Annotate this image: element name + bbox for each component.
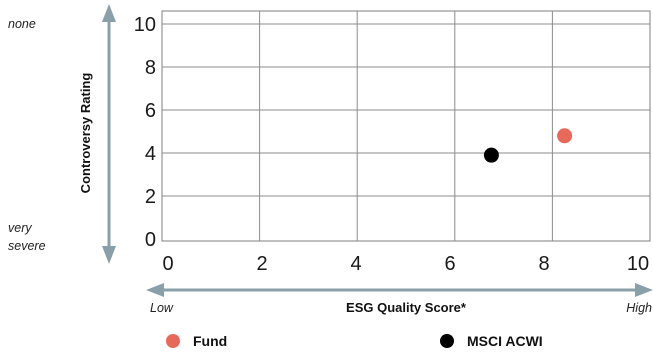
y-axis-bottom-label-line2: severe	[8, 239, 46, 253]
y-tick-label-2: 2	[145, 186, 156, 208]
x-tick-label-8: 8	[538, 253, 549, 275]
y-tick-label-6: 6	[145, 100, 156, 122]
x-tick-label-4: 4	[350, 253, 361, 275]
x-tick-label-6: 6	[444, 253, 455, 275]
x-axis-high-label: High	[626, 301, 652, 315]
legend-marker-msci-acwi	[440, 334, 454, 348]
y-axis-arrow	[102, 4, 116, 264]
y-tick-label-4: 4	[145, 143, 156, 165]
y-tick-label-8: 8	[145, 57, 156, 79]
y-axis-bottom-label-line1: very	[8, 221, 32, 235]
data-point-msci-acwi	[483, 147, 499, 163]
horizontal-gridlines	[162, 23, 650, 197]
legend-label-fund: Fund	[193, 333, 227, 349]
x-tick-label-0: 0	[162, 253, 173, 275]
x-axis-arrow	[146, 283, 653, 297]
y-tick-label-10: 10	[134, 14, 156, 36]
vertical-gridlines	[259, 11, 553, 241]
x-tick-label-10: 10	[627, 253, 649, 275]
legend-label-msci-acwi: MSCI ACWI	[467, 333, 543, 349]
data-points	[483, 128, 573, 163]
y-tick-labels: 0 2 4 6 8 10	[134, 14, 156, 251]
x-tick-labels: 0 2 4 6 8 10	[162, 253, 649, 275]
y-axis-label: Controversy Rating	[78, 73, 93, 194]
y-axis-top-label: none	[8, 17, 36, 31]
data-point-fund	[557, 128, 573, 144]
legend-marker-fund	[166, 334, 180, 348]
x-axis-label: ESG Quality Score*	[346, 300, 467, 315]
x-axis-low-label: Low	[150, 301, 174, 315]
legend: Fund MSCI ACWI	[166, 333, 543, 349]
x-tick-label-2: 2	[256, 253, 267, 275]
y-tick-label-0: 0	[145, 229, 156, 251]
plot-area	[161, 10, 651, 242]
